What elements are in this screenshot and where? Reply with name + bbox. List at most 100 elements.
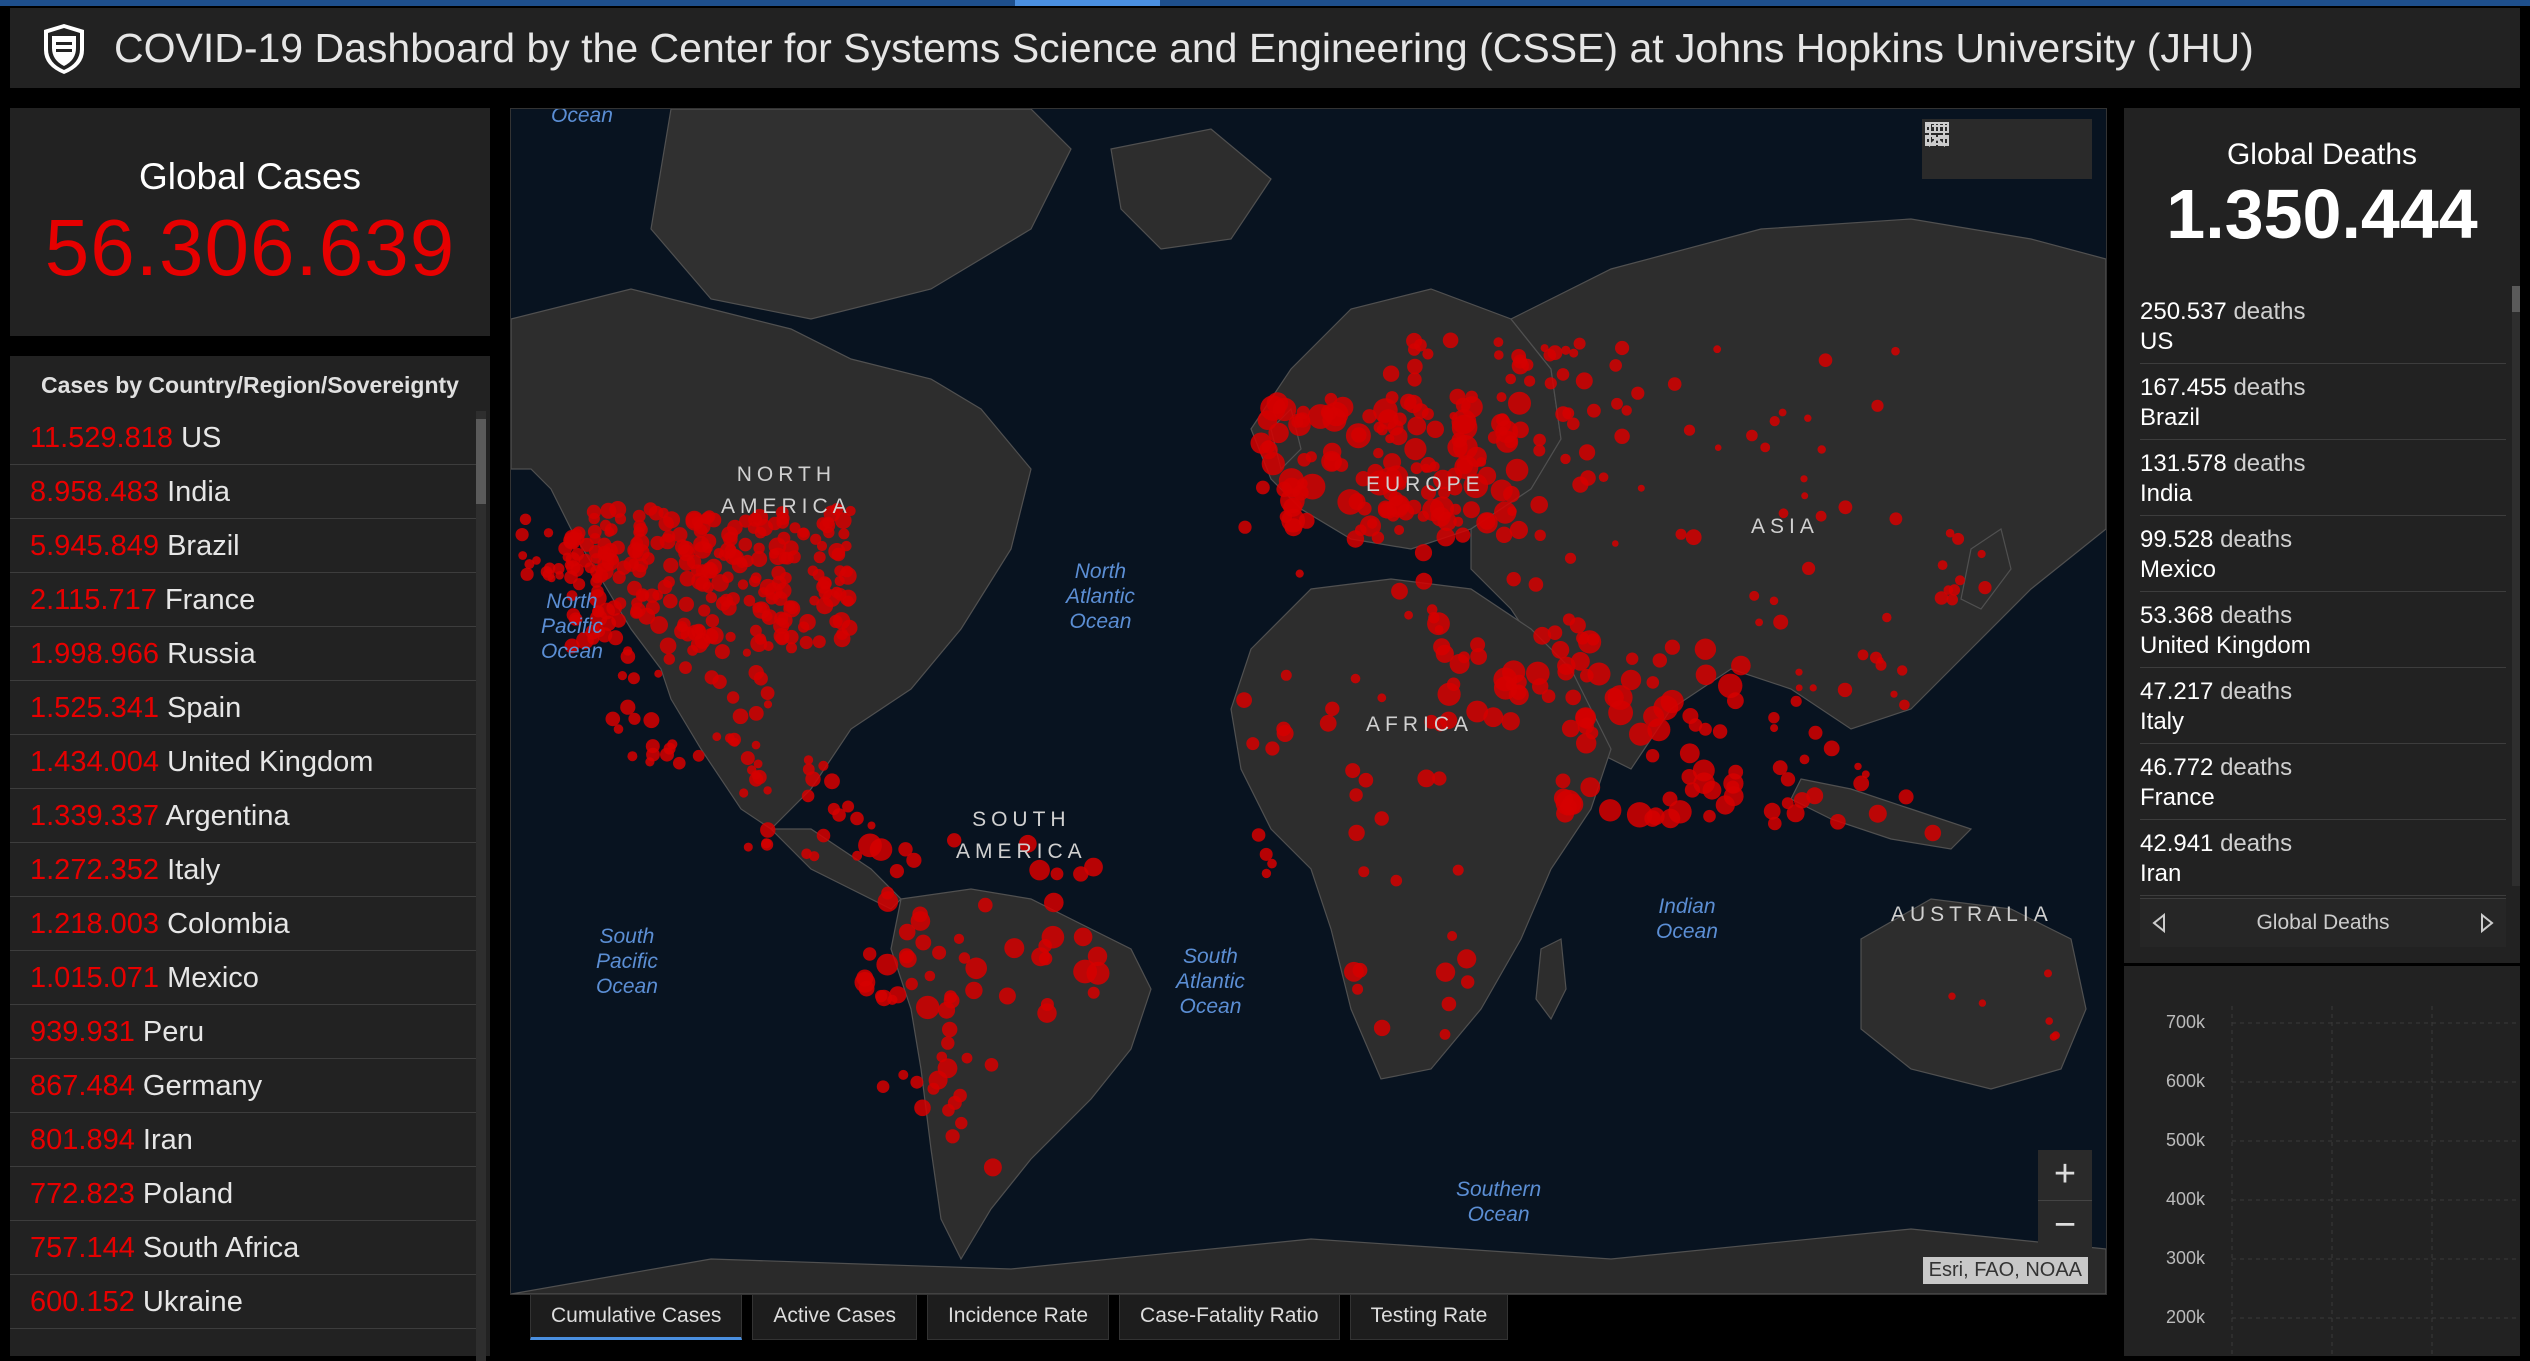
case-bubble[interactable] — [1426, 604, 1438, 615]
case-bubble[interactable] — [694, 624, 706, 636]
case-bubble[interactable] — [1424, 714, 1439, 729]
case-bubble[interactable] — [978, 897, 993, 913]
case-bubble[interactable] — [1681, 769, 1698, 785]
case-bubble[interactable] — [789, 522, 801, 534]
tab-testing-rate[interactable]: Testing Rate — [1349, 1294, 1509, 1340]
case-bubble[interactable] — [543, 528, 554, 538]
case-bubble[interactable] — [518, 551, 528, 560]
case-bubble[interactable] — [1621, 405, 1632, 416]
case-bubble[interactable] — [520, 567, 534, 581]
case-bubble[interactable] — [1587, 403, 1601, 418]
case-bubble[interactable] — [1462, 501, 1480, 519]
case-bubble[interactable] — [1778, 408, 1787, 417]
case-bubble[interactable] — [786, 642, 797, 654]
case-bubble[interactable] — [739, 514, 753, 528]
case-bubble[interactable] — [637, 590, 649, 602]
case-bubble[interactable] — [1426, 420, 1444, 438]
case-bubble[interactable] — [1899, 699, 1910, 711]
case-bubble[interactable] — [627, 580, 642, 596]
case-bubble[interactable] — [663, 576, 675, 588]
case-bubble[interactable] — [552, 563, 565, 575]
case-bubble[interactable] — [1400, 393, 1417, 411]
case-bubble[interactable] — [944, 990, 957, 1004]
case-bubble[interactable] — [1434, 625, 1444, 634]
case-bubble[interactable] — [1599, 799, 1622, 822]
case-bubble[interactable] — [1435, 644, 1454, 663]
case-bubble[interactable] — [630, 602, 646, 618]
case-bubble[interactable] — [566, 590, 578, 602]
case-bubble[interactable] — [1465, 390, 1478, 403]
case-bubble[interactable] — [1325, 701, 1340, 716]
case-bubble[interactable] — [1560, 453, 1571, 465]
case-bubble[interactable] — [711, 574, 729, 592]
case-bubble[interactable] — [1332, 396, 1354, 418]
list-item[interactable]: 42.941 deaths Iran — [2140, 820, 2506, 896]
case-bubble[interactable] — [1508, 391, 1531, 415]
case-bubble[interactable] — [644, 588, 660, 603]
case-bubble[interactable] — [1297, 453, 1311, 467]
list-item[interactable]: 867.484 Germany — [10, 1059, 478, 1113]
case-bubble[interactable] — [1830, 814, 1846, 830]
case-bubble[interactable] — [1456, 457, 1473, 475]
case-bubble[interactable] — [1804, 414, 1812, 422]
case-bubble[interactable] — [1437, 511, 1457, 531]
case-bubble[interactable] — [773, 628, 790, 644]
case-bubble[interactable] — [677, 617, 691, 631]
case-bubble[interactable] — [1476, 512, 1498, 534]
list-item[interactable]: 53.368 deaths United Kingdom — [2140, 592, 2506, 668]
case-bubble[interactable] — [1437, 682, 1461, 706]
case-bubble[interactable] — [1447, 931, 1458, 941]
case-bubble[interactable] — [705, 592, 717, 604]
case-bubble[interactable] — [842, 595, 854, 607]
case-bubble[interactable] — [1562, 793, 1584, 815]
case-bubble[interactable] — [724, 544, 737, 556]
case-bubble[interactable] — [1358, 866, 1370, 878]
case-bubble[interactable] — [1547, 625, 1563, 640]
case-bubble[interactable] — [588, 589, 607, 608]
case-bubble[interactable] — [998, 987, 1016, 1005]
case-bubble[interactable] — [705, 614, 720, 628]
case-bubble[interactable] — [1837, 682, 1853, 698]
case-bubble[interactable] — [828, 543, 846, 560]
deaths-list-scrollbar[interactable] — [2512, 286, 2520, 886]
case-bubble[interactable] — [845, 505, 856, 517]
case-bubble[interactable] — [751, 551, 768, 567]
case-bubble[interactable] — [938, 1001, 956, 1019]
case-bubble[interactable] — [947, 833, 962, 848]
case-bubble[interactable] — [1397, 503, 1415, 521]
case-bubble[interactable] — [1533, 444, 1546, 457]
case-bubble[interactable] — [1556, 368, 1570, 381]
case-bubble[interactable] — [1463, 473, 1489, 499]
case-bubble[interactable] — [812, 635, 826, 649]
case-bubble[interactable] — [1580, 668, 1594, 683]
case-bubble[interactable] — [1503, 485, 1520, 503]
case-bubble[interactable] — [889, 864, 904, 879]
case-bubble[interactable] — [743, 842, 753, 852]
case-bubble[interactable] — [753, 542, 765, 554]
case-bubble[interactable] — [1348, 493, 1366, 511]
case-bubble[interactable] — [1511, 349, 1527, 364]
case-bubble[interactable] — [1718, 673, 1743, 698]
case-bubble[interactable] — [743, 594, 756, 607]
case-bubble[interactable] — [1385, 391, 1399, 404]
case-bubble[interactable] — [841, 540, 852, 552]
case-bubble[interactable] — [1802, 561, 1816, 575]
case-bubble[interactable] — [953, 933, 965, 945]
case-bubble[interactable] — [600, 502, 617, 519]
case-bubble[interactable] — [687, 645, 698, 656]
list-item[interactable]: 11.529.818 US — [10, 411, 478, 465]
case-bubble[interactable] — [876, 1080, 890, 1093]
case-bubble[interactable] — [1806, 787, 1824, 805]
case-bubble[interactable] — [1897, 665, 1908, 676]
case-bubble[interactable] — [763, 700, 773, 709]
case-bubble[interactable] — [1507, 506, 1517, 516]
case-bubble[interactable] — [702, 542, 713, 554]
case-bubble[interactable] — [1562, 613, 1576, 626]
case-bubble[interactable] — [1528, 577, 1544, 592]
case-bubble[interactable] — [867, 821, 876, 830]
case-bubble[interactable] — [877, 891, 899, 912]
case-bubble[interactable] — [1376, 424, 1388, 436]
case-bubble[interactable] — [1493, 676, 1518, 700]
case-bubble[interactable] — [1377, 500, 1394, 517]
case-bubble[interactable] — [738, 537, 753, 552]
